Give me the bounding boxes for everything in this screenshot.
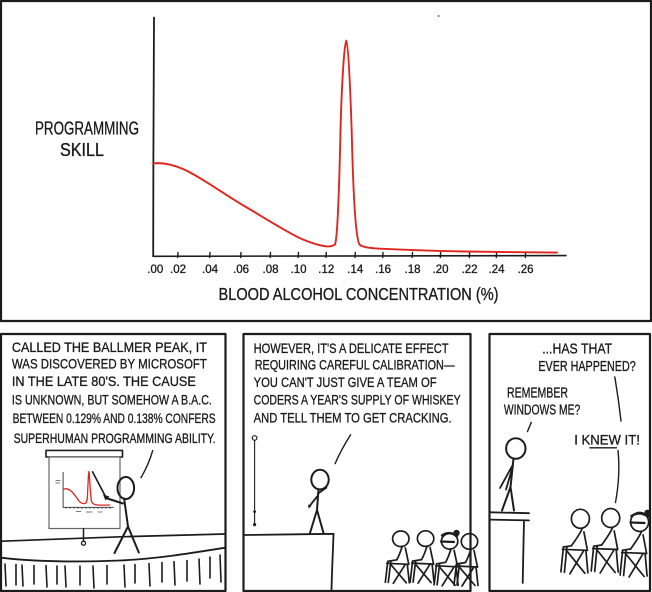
- svg-text:WAS DISCOVERED BY MICROSOFT: WAS DISCOVERED BY MICROSOFT: [12, 355, 207, 371]
- svg-text:.06: .06: [233, 264, 249, 276]
- svg-text:.08: .08: [263, 264, 279, 276]
- svg-text:CODERS A YEAR'S SUPPLY OF WHIS: CODERS A YEAR'S SUPPLY OF WHISKEY: [254, 392, 461, 408]
- svg-text:.18: .18: [405, 264, 421, 276]
- svg-text:.10: .10: [291, 264, 307, 276]
- svg-text:HOWEVER, IT'S A DELICATE EFFEC: HOWEVER, IT'S A DELICATE EFFECT: [254, 340, 449, 356]
- svg-text:.02: .02: [170, 264, 186, 276]
- svg-text:...HAS THAT: ...HAS THAT: [542, 342, 612, 358]
- svg-text:PROGRAMMING: PROGRAMMING: [35, 119, 139, 139]
- svg-text:CALLED THE BALLMER PEAK, IT: CALLED THE BALLMER PEAK, IT: [12, 339, 207, 355]
- svg-text:WINDOWS ME?: WINDOWS ME?: [504, 402, 580, 419]
- svg-text:BLOOD ALCOHOL CONCENTRATION (: BLOOD ALCOHOL CONCENTRATION (%): [219, 284, 499, 304]
- svg-text:.16: .16: [375, 264, 391, 276]
- svg-text:EVER HAPPENED?: EVER HAPPENED?: [538, 359, 635, 375]
- svg-text:YOU CAN'T JUST GIVE A TEAM OF: YOU CAN'T JUST GIVE A TEAM OF: [254, 374, 437, 390]
- svg-text:.26: .26: [518, 264, 534, 276]
- svg-text:.20: .20: [433, 264, 449, 276]
- svg-text:.24: .24: [489, 264, 506, 276]
- svg-text:REQUIRING CAREFUL CALIBRATION—: REQUIRING CAREFUL CALIBRATION—: [255, 357, 455, 373]
- svg-text:.00: .00: [147, 264, 163, 276]
- svg-text:IN THE LATE 80'S. THE CAUSE: IN THE LATE 80'S. THE CAUSE: [12, 373, 196, 389]
- svg-text:.04: .04: [202, 264, 219, 276]
- svg-text:.12: .12: [318, 264, 334, 276]
- svg-text:.14: .14: [347, 264, 364, 276]
- svg-text:BETWEEN 0.129% AND 0.138% CONF: BETWEEN 0.129% AND 0.138% CONFERS: [13, 410, 216, 426]
- svg-text:SKILL: SKILL: [60, 140, 104, 160]
- svg-text:IS UNKNOWN, BUT SOMEHOW A B.A.: IS UNKNOWN, BUT SOMEHOW A B.A.C.: [12, 392, 212, 408]
- svg-text:.22: .22: [462, 264, 478, 276]
- svg-text:AND TELL THEM TO GET CRACKING.: AND TELL THEM TO GET CRACKING.: [254, 410, 452, 426]
- svg-text:REMEMBER: REMEMBER: [507, 384, 568, 401]
- svg-text:SUPERHUMAN PROGRAMMING ABILITY: SUPERHUMAN PROGRAMMING ABILITY.: [14, 430, 216, 446]
- svg-text:I KNEW IT!: I KNEW IT!: [574, 432, 640, 448]
